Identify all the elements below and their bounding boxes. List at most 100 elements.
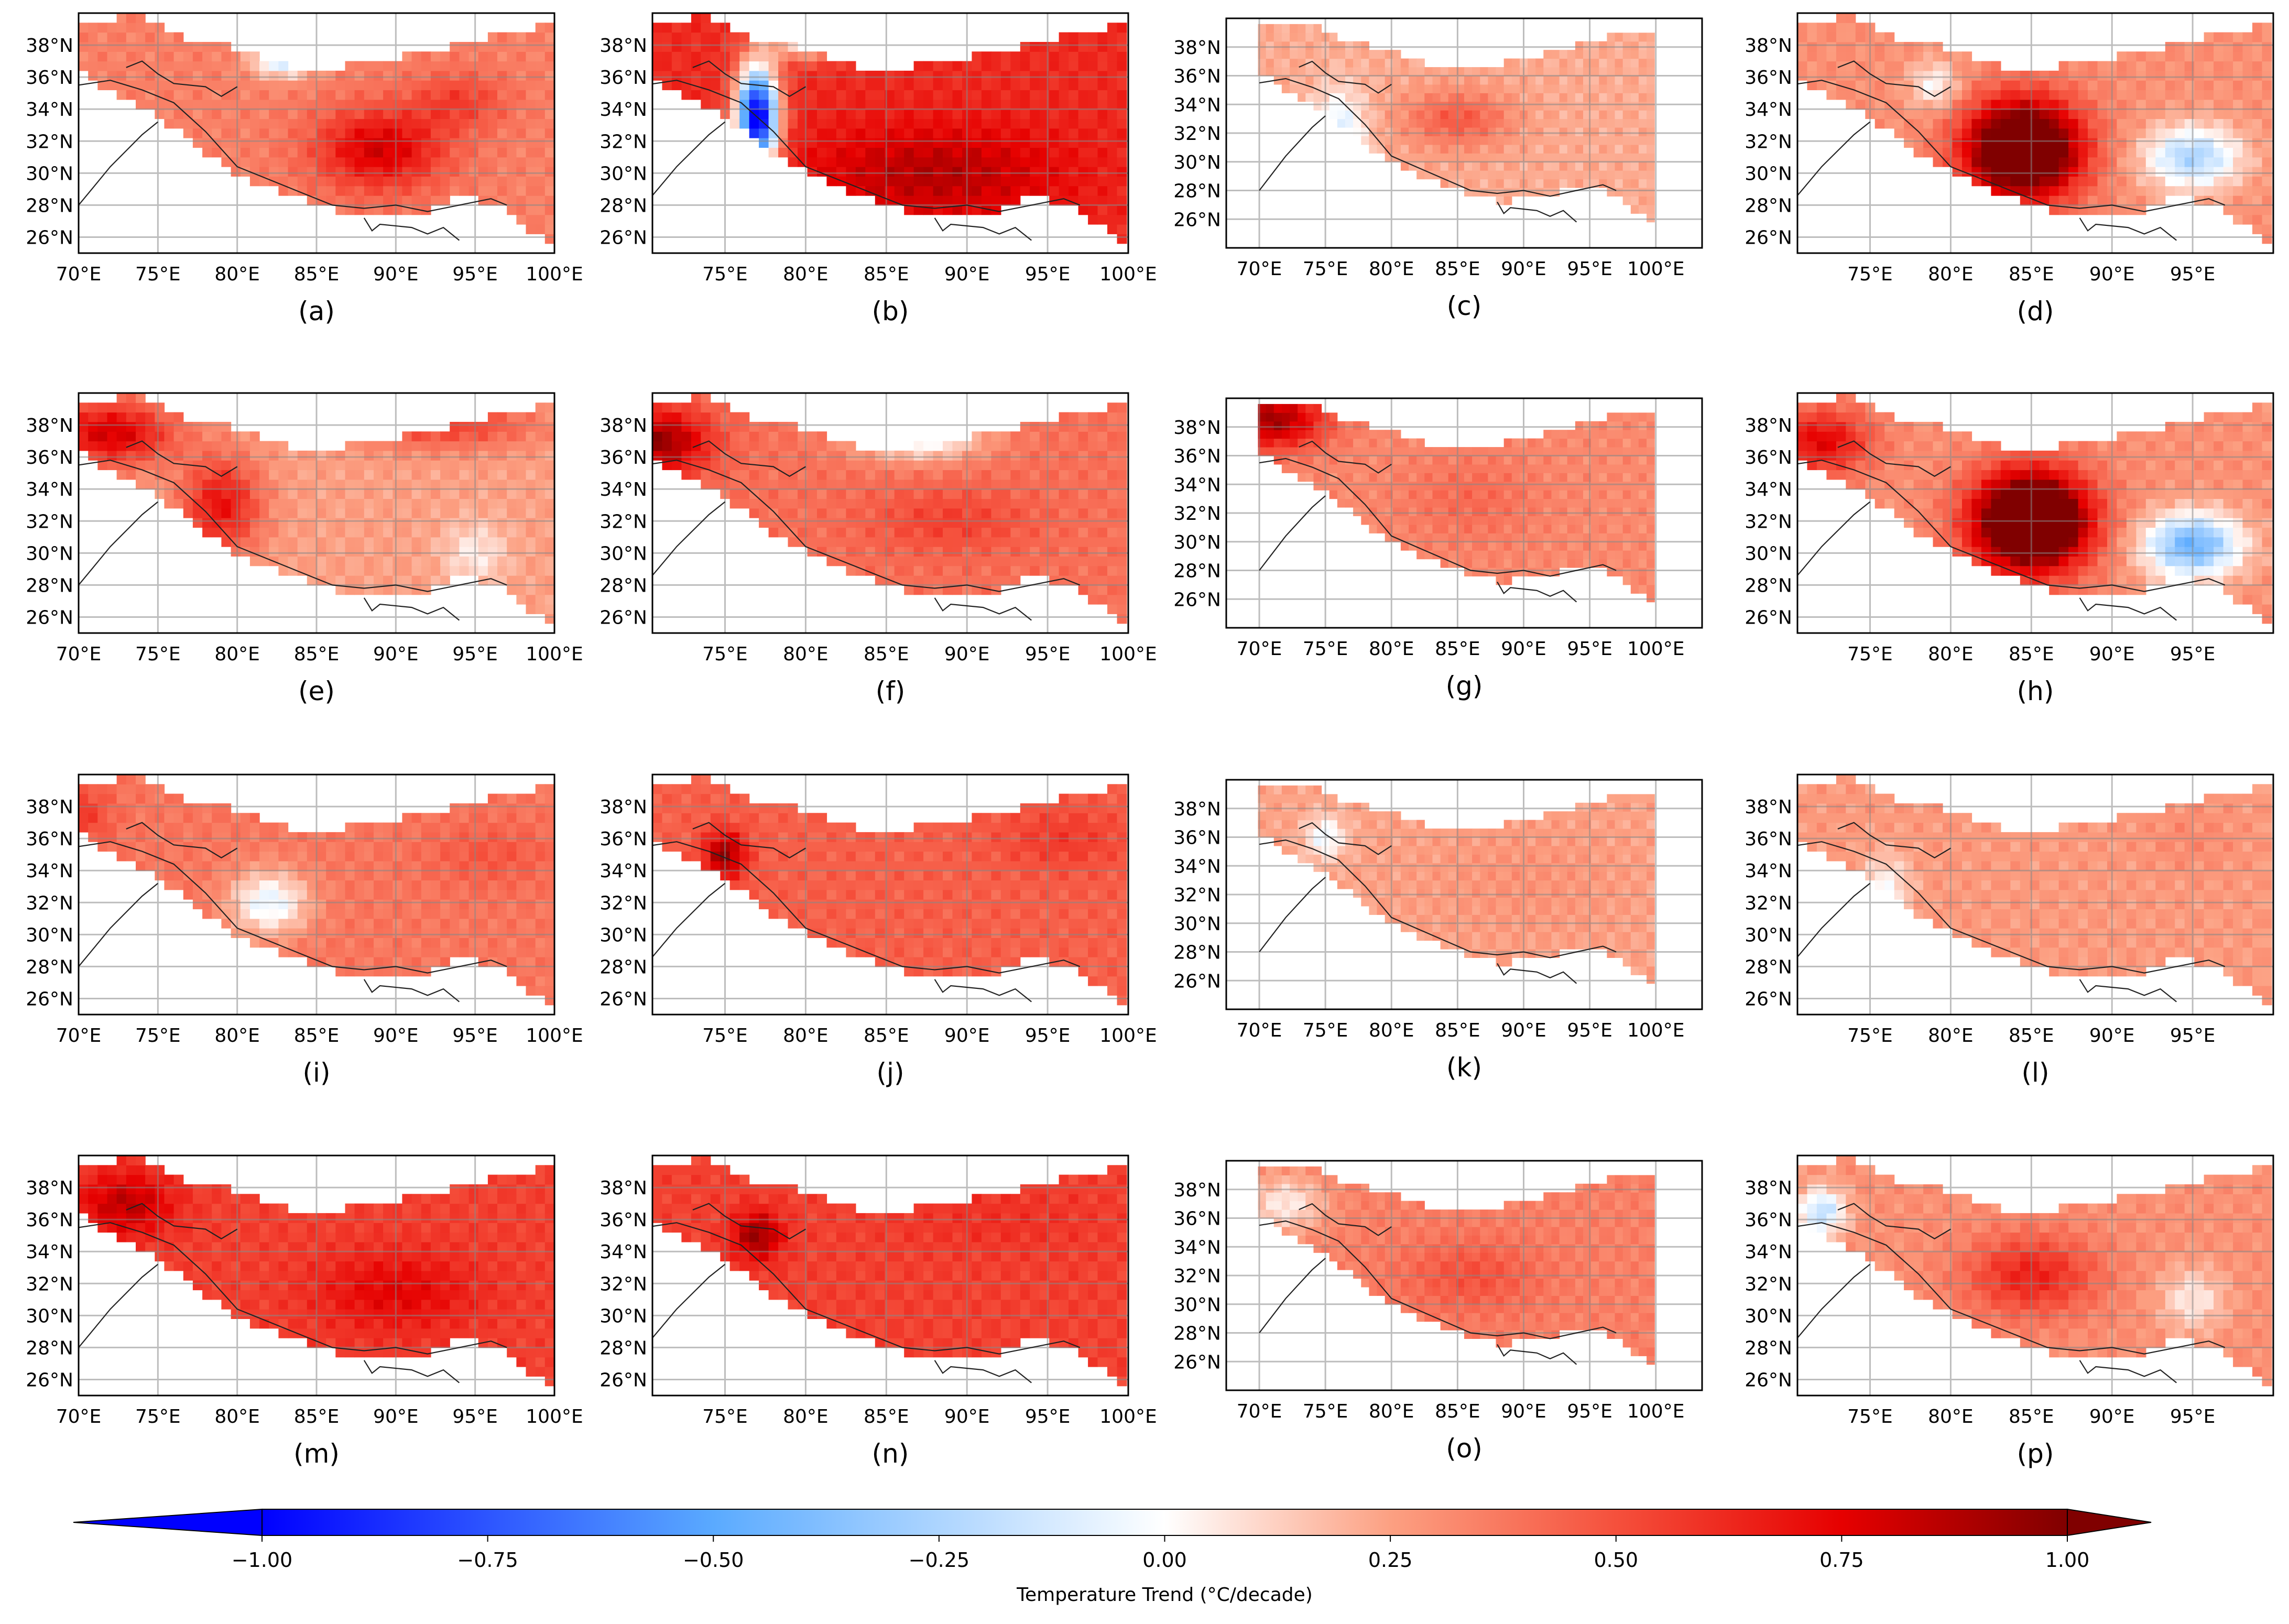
- map-panel: 38°N 36°N 34°N 32°N 30°N 28°N 26°N 75°E 80°E 85°E…: [574, 392, 1175, 738]
- lon-tick-label: 95°E: [1025, 1406, 1071, 1427]
- map-svg: 38°N 36°N 34°N 32°N 30°N 28°N 26°N 70°E 75°E 80°E…: [1173, 779, 1703, 1041]
- lat-tick-label: 38°N: [1173, 417, 1221, 439]
- lat-tick-label: 26°N: [1745, 607, 1792, 628]
- map-panel: 38°N 36°N 34°N 32°N 30°N 28°N 26°N 75°E 80°E 85°E…: [574, 773, 1175, 1119]
- country-borders: [1259, 60, 1617, 223]
- lon-tick-label: 85°E: [1435, 1401, 1480, 1422]
- map-frame: [1225, 17, 1703, 249]
- lat-tick-label: 30°N: [600, 1305, 647, 1327]
- lon-tick-label: 90°E: [373, 1025, 419, 1047]
- lon-tick-label: 75°E: [135, 1406, 181, 1427]
- country-borders: [1797, 1203, 2226, 1383]
- lat-tick-label: 28°N: [600, 956, 647, 978]
- map-svg: 38°N 36°N 34°N 32°N 30°N 28°N 26°N 70°E 75°E 80°E…: [26, 773, 583, 1047]
- lat-tick-label: 34°N: [600, 99, 647, 121]
- lat-tick-label: 38°N: [26, 1178, 73, 1199]
- lon-tick-label: 80°E: [783, 1025, 829, 1047]
- lat-tick-label: 32°N: [26, 892, 73, 914]
- lat-tick-label: 38°N: [600, 797, 647, 818]
- panel-label: (p): [2016, 1438, 2054, 1469]
- lon-tick-label: 100°E: [1099, 264, 1157, 285]
- lat-tick-label: 30°N: [26, 543, 73, 564]
- lat-tick-label: 38°N: [1745, 797, 1792, 818]
- lon-tick-label: 85°E: [294, 264, 340, 285]
- lon-tick-label: 75°E: [135, 264, 181, 285]
- lat-tick-label: 26°N: [1173, 971, 1221, 992]
- panel-label: (a): [298, 296, 335, 326]
- panel-label: (i): [302, 1058, 331, 1088]
- map-frame: [1225, 779, 1703, 1010]
- lon-tick-label: 95°E: [1025, 264, 1071, 285]
- colorbar-tick-label: 1.00: [2045, 1549, 2090, 1572]
- map-svg: 38°N 36°N 34°N 32°N 30°N 28°N 26°N 70°E 75°E 80°E…: [26, 1154, 583, 1427]
- lat-tick-label: 34°N: [26, 479, 73, 500]
- lon-tick-label: 70°E: [1237, 638, 1282, 660]
- map-frame: [1225, 1160, 1703, 1391]
- lon-tick-label: 80°E: [1369, 258, 1414, 280]
- lon-tick-label: 100°E: [1627, 258, 1684, 280]
- lat-tick-label: 32°N: [1745, 892, 1792, 914]
- country-borders: [1259, 440, 1617, 603]
- lat-tick-label: 34°N: [1173, 856, 1221, 877]
- lat-tick-label: 32°N: [1173, 885, 1221, 906]
- gridlines: [79, 1156, 554, 1396]
- lon-tick-label: 80°E: [1928, 1025, 1974, 1047]
- gridlines: [1797, 393, 2273, 633]
- country-borders: [1797, 440, 2226, 621]
- lat-tick-label: 34°N: [1173, 94, 1221, 116]
- gridlines: [1797, 1156, 2273, 1396]
- map-panel: 38°N 36°N 34°N 32°N 30°N 28°N 26°N 70°E 75°E 80°E…: [0, 12, 602, 358]
- lon-tick-label: 70°E: [1237, 258, 1282, 280]
- lon-tick-label: 80°E: [214, 644, 260, 665]
- map-frame: [78, 392, 555, 634]
- lon-tick-label: 80°E: [214, 264, 260, 285]
- lon-tick-label: 95°E: [2170, 264, 2216, 285]
- lon-tick-label: 85°E: [2009, 644, 2054, 665]
- lon-tick-label: 100°E: [1099, 644, 1157, 665]
- lat-tick-label: 26°N: [26, 988, 73, 1010]
- lon-tick-label: 95°E: [2170, 1025, 2216, 1047]
- lon-tick-label: 100°E: [526, 264, 583, 285]
- lon-tick-label: 80°E: [783, 644, 829, 665]
- map-panel: 38°N 36°N 34°N 32°N 30°N 28°N 26°N 70°E 75°E 80°E…: [1148, 13, 1749, 358]
- lat-tick-label: 26°N: [600, 1369, 647, 1391]
- lon-tick-label: 85°E: [2009, 1406, 2054, 1427]
- lon-tick-label: 80°E: [783, 1406, 829, 1427]
- map-frame: [1796, 1154, 2274, 1397]
- lon-tick-label: 85°E: [1435, 258, 1480, 280]
- lat-tick-label: 34°N: [1173, 1237, 1221, 1258]
- lon-tick-label: 75°E: [702, 1406, 748, 1427]
- map-field: [1258, 24, 1655, 223]
- lat-tick-label: 38°N: [26, 415, 73, 437]
- lon-tick-label: 95°E: [452, 644, 498, 665]
- lon-tick-label: 100°E: [1627, 638, 1684, 660]
- map-panel: 38°N 36°N 34°N 32°N 30°N 28°N 26°N 75°E 80°E 85°E…: [574, 1154, 1175, 1500]
- gridlines: [1797, 775, 2273, 1015]
- country-borders: [1797, 60, 2226, 241]
- lon-tick-label: 85°E: [864, 1406, 909, 1427]
- lat-tick-label: 32°N: [600, 511, 647, 532]
- gridlines: [79, 775, 554, 1015]
- lat-tick-label: 28°N: [1173, 942, 1221, 964]
- map-field: [652, 775, 1127, 1006]
- lon-tick-label: 75°E: [1847, 1406, 1893, 1427]
- colorbar-gradient: [261, 1509, 2068, 1536]
- lon-tick-label: 75°E: [1303, 638, 1348, 660]
- map-panel: 38°N 36°N 34°N 32°N 30°N 28°N 26°N 75°E 80°E 85°E…: [1719, 392, 2289, 738]
- lat-tick-label: 38°N: [1173, 799, 1221, 820]
- lat-tick-label: 28°N: [26, 956, 73, 978]
- gridlines: [652, 13, 1128, 253]
- map-svg: 38°N 36°N 34°N 32°N 30°N 28°N 26°N 70°E 75°E 80°E…: [26, 392, 583, 665]
- map-panel: 38°N 36°N 34°N 32°N 30°N 28°N 26°N 70°E 75°E 80°E…: [0, 392, 602, 738]
- lon-tick-label: 85°E: [864, 644, 909, 665]
- panel-label: (h): [2016, 676, 2054, 706]
- lat-tick-label: 28°N: [1745, 195, 1792, 216]
- lat-tick-label: 34°N: [1745, 99, 1792, 121]
- map-svg: 38°N 36°N 34°N 32°N 30°N 28°N 26°N 75°E 80°E 85°E…: [1745, 1154, 2274, 1427]
- map-panel: 38°N 36°N 34°N 32°N 30°N 28°N 26°N 75°E 80°E 85°E…: [1719, 12, 2289, 358]
- map-frame: [1796, 392, 2274, 634]
- map-frame: [1796, 773, 2274, 1016]
- lat-tick-label: 36°N: [1745, 447, 1792, 468]
- panel-label: (m): [293, 1438, 340, 1469]
- lat-tick-label: 28°N: [600, 1337, 647, 1359]
